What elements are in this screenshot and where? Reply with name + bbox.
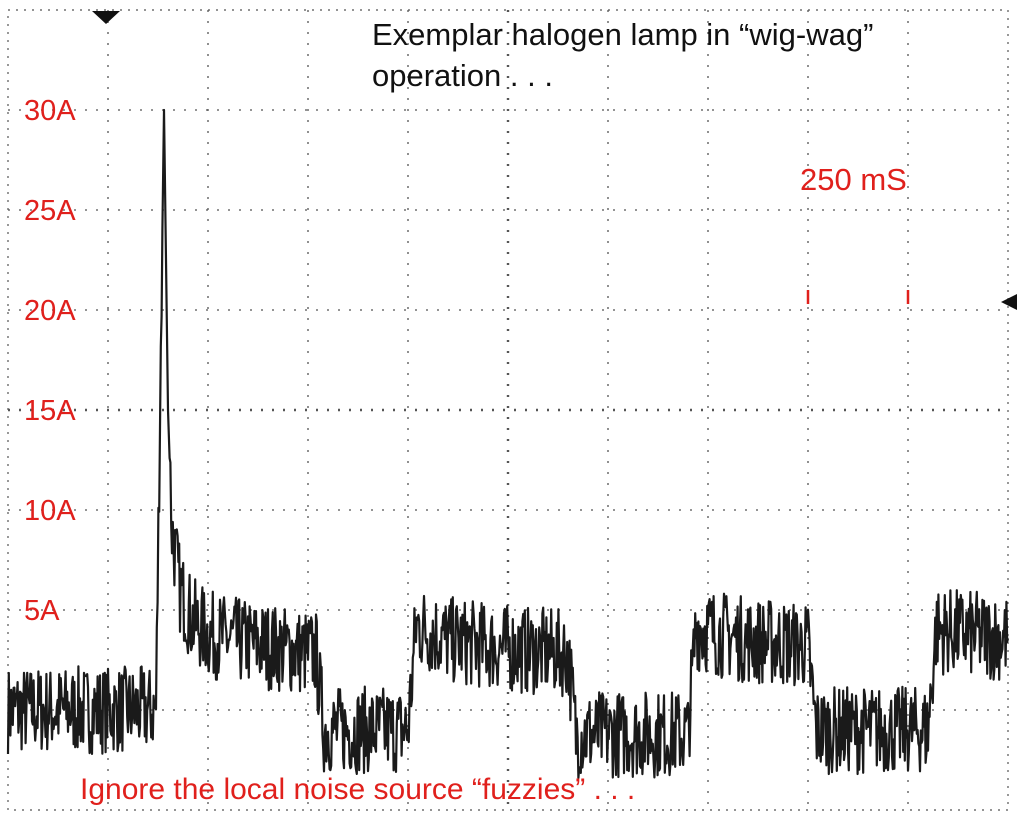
time-scale-label: 250 mS	[800, 162, 907, 197]
y-tick-label: 10A	[24, 495, 76, 527]
grid-border	[7, 9, 1009, 811]
top-marker-arrow	[92, 11, 120, 24]
chart-title-line-2: operation . . .	[372, 58, 553, 93]
grid	[7, 9, 1009, 811]
time-scale-marker: 250 mS	[800, 162, 910, 304]
chart-title-line-1: Exemplar halogen lamp in “wig-wag”	[372, 17, 873, 52]
y-tick-label: 30A	[24, 95, 76, 127]
y-tick-label: 20A	[24, 295, 76, 327]
series-line	[6, 108, 1010, 779]
y-axis-tick-labels: 30A 25A 20A 15A 10A 5A	[24, 95, 76, 627]
y-tick-label: 5A	[24, 595, 60, 627]
y-tick-label: 15A	[24, 395, 76, 427]
y-tick-label: 25A	[24, 195, 76, 227]
right-marker-arrow	[1001, 294, 1017, 310]
current-trace	[6, 108, 1010, 779]
noise-annotation: Ignore the local noise source “fuzzies” …	[80, 773, 635, 806]
